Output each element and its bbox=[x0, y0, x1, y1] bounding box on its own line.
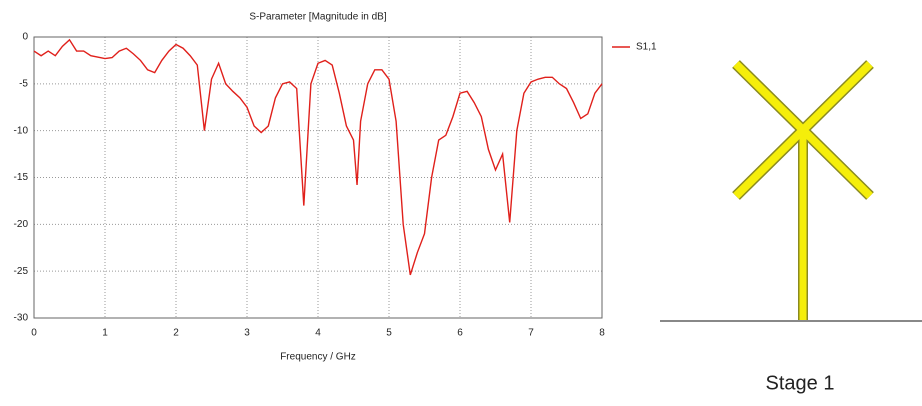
x-tick-label: 4 bbox=[315, 328, 321, 339]
chart-title: S-Parameter [Magnitude in dB] bbox=[249, 12, 387, 23]
x-axis-label: Frequency / GHz bbox=[280, 352, 356, 363]
y-tick-label: -30 bbox=[14, 313, 29, 324]
y-tick-label: -5 bbox=[19, 78, 28, 89]
x-tick-label: 2 bbox=[173, 328, 179, 339]
page: S-Parameter [Magnitude in dB] Frequency … bbox=[0, 0, 922, 406]
x-tick-label: 5 bbox=[386, 328, 392, 339]
y-tick-label: -25 bbox=[14, 266, 29, 277]
y-tick-label: -20 bbox=[14, 219, 29, 230]
caption: Stage 1 bbox=[766, 372, 835, 394]
y-tick-label: 0 bbox=[22, 32, 28, 43]
antenna bbox=[660, 64, 922, 321]
x-tick-label: 8 bbox=[599, 328, 605, 339]
x-tick-label: 3 bbox=[244, 328, 250, 339]
x-tick-label: 7 bbox=[528, 328, 534, 339]
y-tick-label: -15 bbox=[14, 172, 29, 183]
x-tick-label: 1 bbox=[102, 328, 108, 339]
x-tick-label: 0 bbox=[31, 328, 37, 339]
legend-label: S1,1 bbox=[636, 42, 657, 53]
x-tick-label: 6 bbox=[457, 328, 463, 339]
y-tick-label: -10 bbox=[14, 125, 29, 136]
